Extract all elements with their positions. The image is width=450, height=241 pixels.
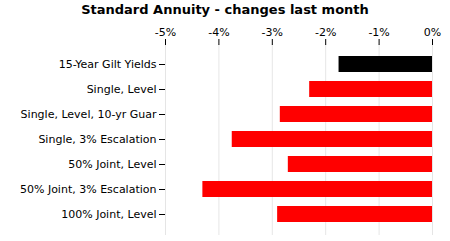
svg-text:-1%: -1% [368, 26, 389, 39]
svg-text:0%: 0% [424, 26, 441, 39]
svg-text:-2%: -2% [315, 26, 336, 39]
svg-text:-4%: -4% [208, 26, 229, 39]
svg-text:15-Year Gilt Yields: 15-Year Gilt Yields [59, 58, 157, 71]
html-text:Standard Annuity - changes las: Standard Annuity - changes last month [81, 2, 369, 17]
svg-text:-3%: -3% [262, 26, 283, 39]
svg-text:50% Joint, Level: 50% Joint, Level [68, 158, 156, 171]
svg-text:-5%: -5% [155, 26, 176, 39]
svg-text:100% Joint, Level: 100% Joint, Level [61, 208, 156, 221]
svg-text:Single, Level, 10-yr Guar: Single, Level, 10-yr Guar [21, 108, 157, 121]
svg-text:50% Joint, 3% Escalation: 50% Joint, 3% Escalation [20, 183, 157, 196]
svg-text:Single, 3% Escalation: Single, 3% Escalation [38, 133, 156, 146]
svg-text:Single, Level: Single, Level [87, 83, 157, 96]
